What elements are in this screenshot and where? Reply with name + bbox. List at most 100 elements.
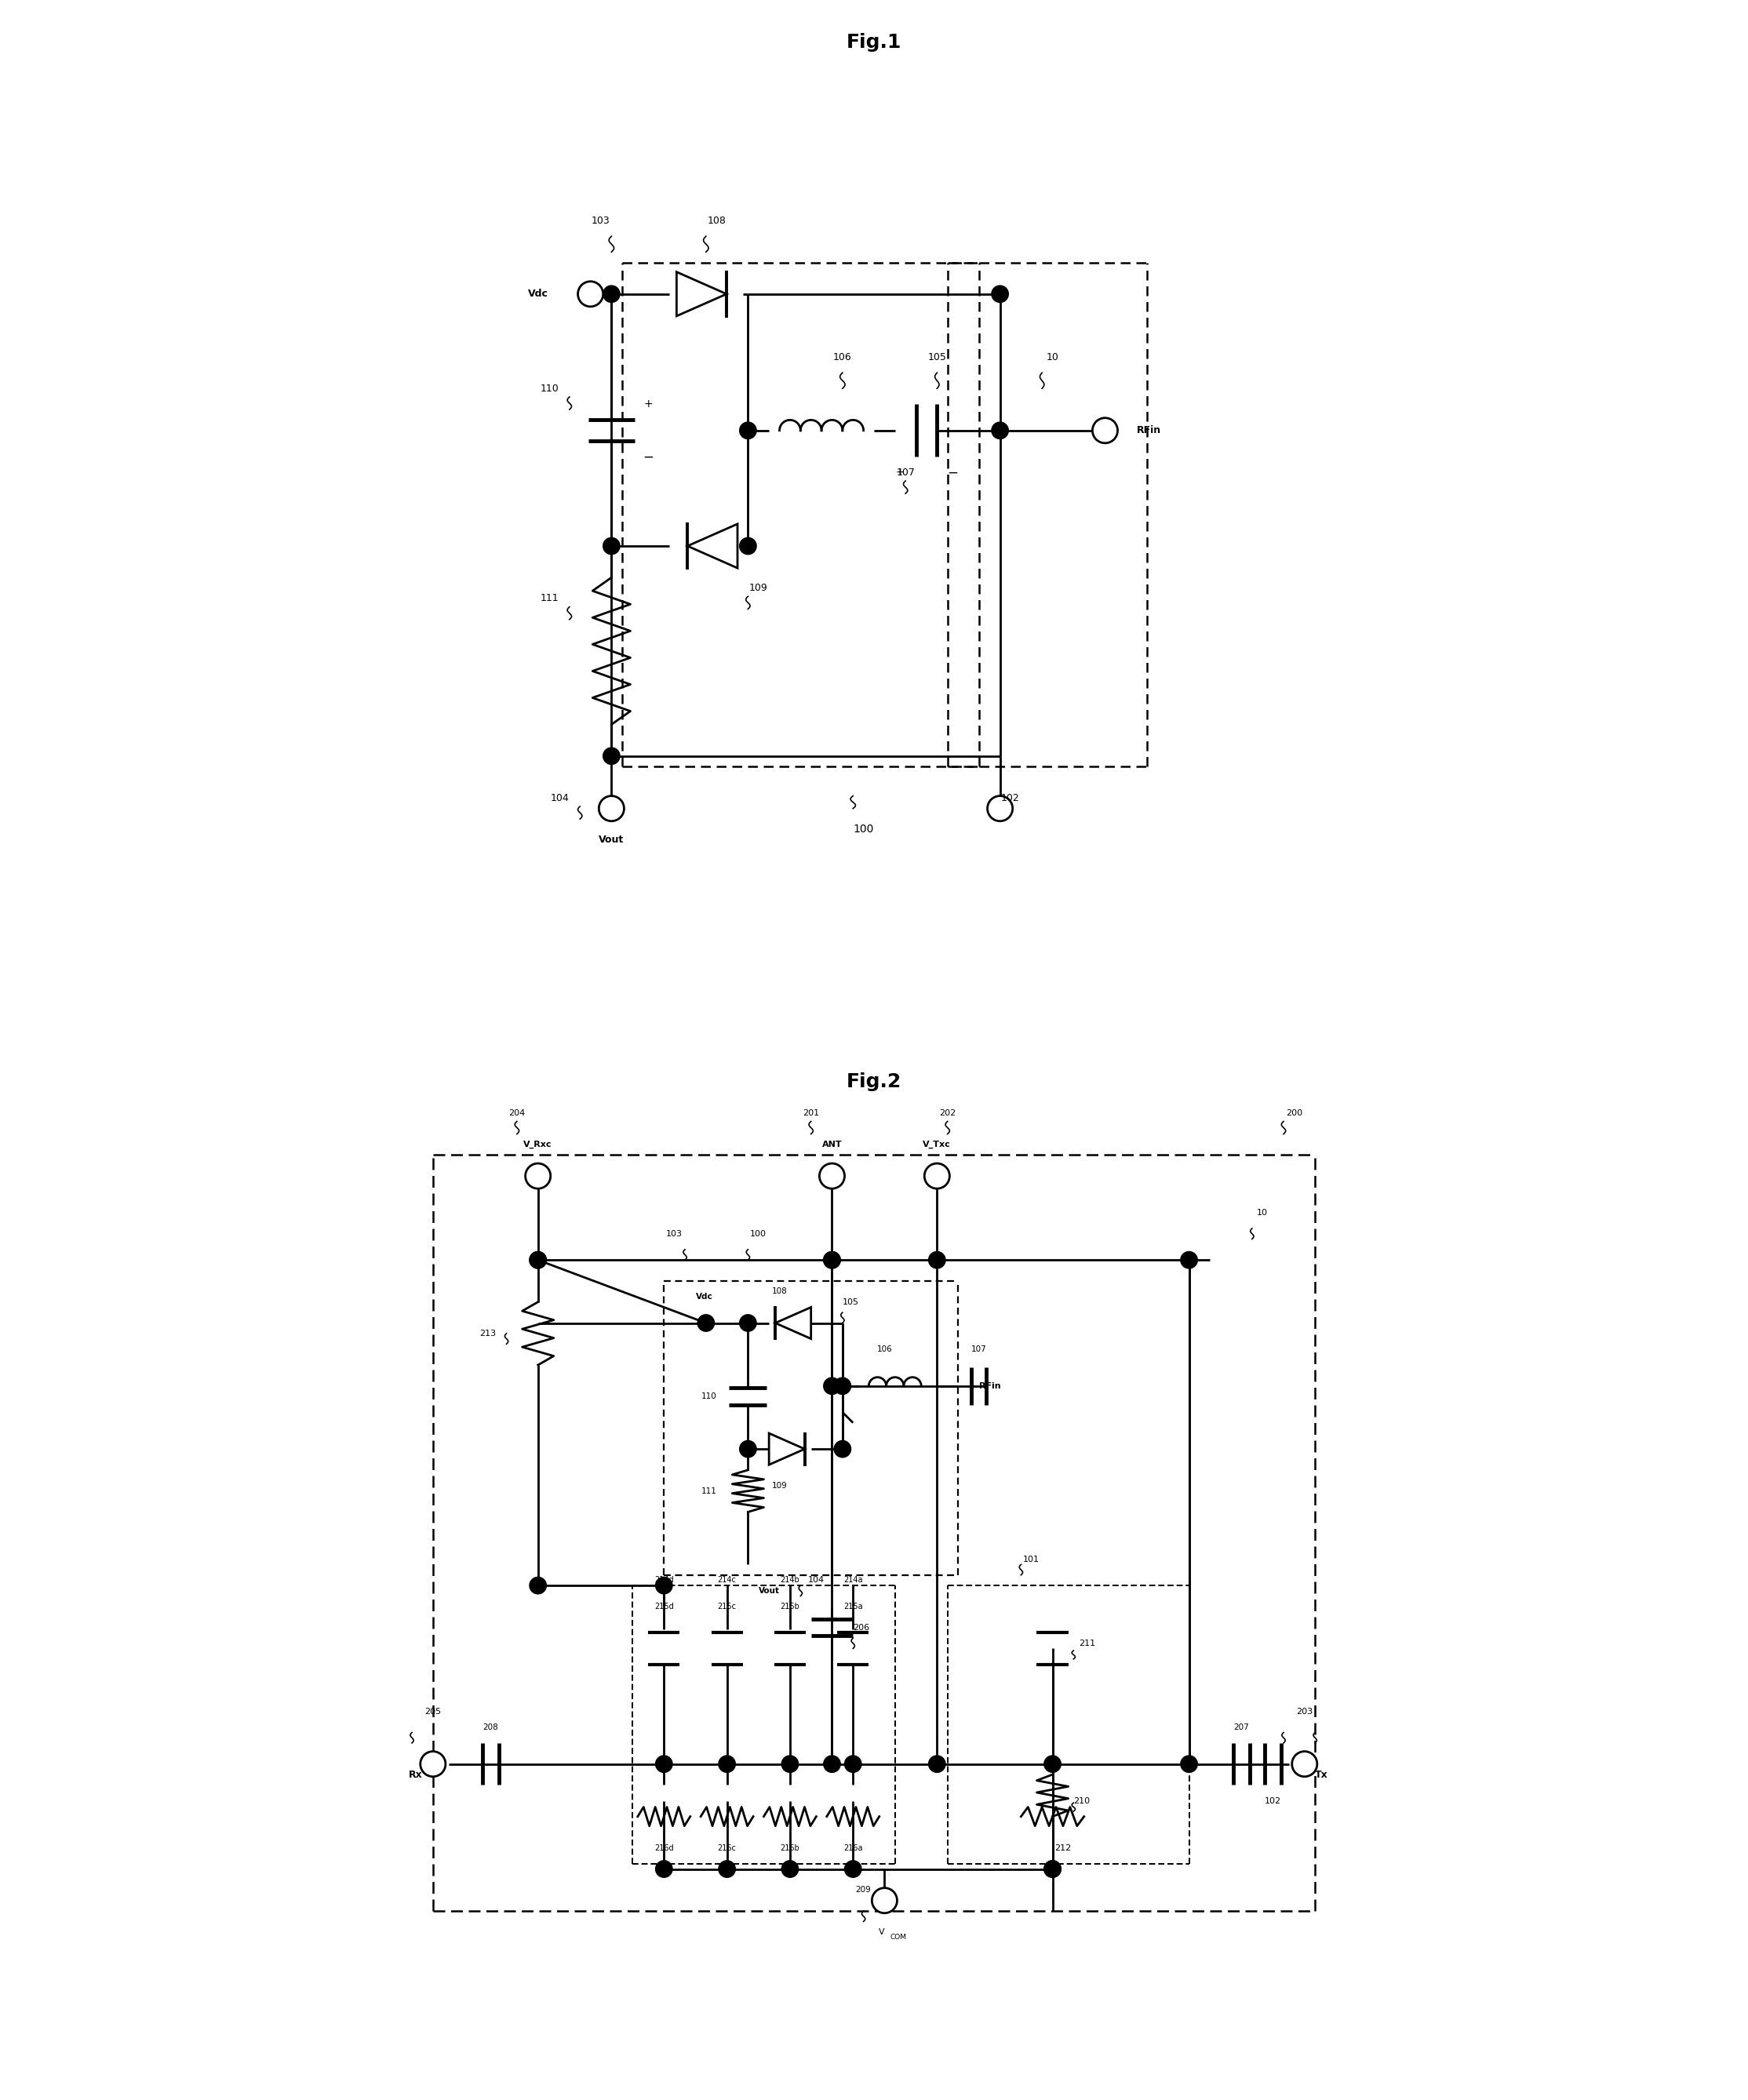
Text: 210: 210 bbox=[1073, 1798, 1091, 1804]
Text: Fig.1: Fig.1 bbox=[846, 34, 902, 50]
Text: 200: 200 bbox=[1287, 1109, 1302, 1117]
Text: 216d: 216d bbox=[654, 1844, 673, 1852]
Text: 214c: 214c bbox=[718, 1577, 736, 1583]
Circle shape bbox=[600, 796, 624, 821]
Text: 10: 10 bbox=[1047, 353, 1059, 361]
Circle shape bbox=[739, 1441, 757, 1457]
Text: 215a: 215a bbox=[843, 1602, 864, 1611]
Text: 206: 206 bbox=[853, 1623, 869, 1632]
Circle shape bbox=[823, 1252, 841, 1268]
Text: 205: 205 bbox=[425, 1707, 440, 1716]
Text: 110: 110 bbox=[701, 1392, 717, 1401]
Text: Vdc: Vdc bbox=[528, 290, 549, 298]
Text: 213: 213 bbox=[479, 1329, 496, 1338]
Circle shape bbox=[603, 286, 621, 302]
Text: Vout: Vout bbox=[600, 836, 624, 844]
Circle shape bbox=[656, 1577, 673, 1594]
Text: 215b: 215b bbox=[780, 1602, 801, 1611]
Circle shape bbox=[656, 1756, 673, 1772]
Text: 10: 10 bbox=[1257, 1210, 1267, 1216]
Text: RFin: RFin bbox=[1136, 426, 1161, 435]
Text: 204: 204 bbox=[509, 1109, 526, 1117]
Circle shape bbox=[1044, 1756, 1061, 1772]
Circle shape bbox=[718, 1861, 736, 1877]
Circle shape bbox=[697, 1315, 715, 1331]
Text: 107: 107 bbox=[897, 468, 914, 477]
Circle shape bbox=[739, 538, 757, 554]
Text: RFin: RFin bbox=[979, 1382, 1000, 1390]
Circle shape bbox=[925, 1163, 949, 1189]
Text: Vdc: Vdc bbox=[696, 1294, 713, 1300]
Circle shape bbox=[603, 538, 621, 554]
Circle shape bbox=[1044, 1861, 1061, 1877]
Text: 211: 211 bbox=[1079, 1640, 1096, 1646]
Text: 109: 109 bbox=[750, 584, 767, 592]
Circle shape bbox=[823, 1378, 841, 1394]
Text: 111: 111 bbox=[540, 594, 559, 603]
Text: 216b: 216b bbox=[780, 1844, 799, 1852]
Circle shape bbox=[1092, 418, 1117, 443]
Text: Rx: Rx bbox=[409, 1770, 423, 1779]
Text: COM: COM bbox=[890, 1934, 905, 1940]
Circle shape bbox=[844, 1756, 862, 1772]
Text: ANT: ANT bbox=[822, 1140, 843, 1149]
Circle shape bbox=[872, 1888, 897, 1913]
Circle shape bbox=[1180, 1756, 1197, 1772]
Text: 215c: 215c bbox=[718, 1602, 736, 1611]
Text: Tx: Tx bbox=[1314, 1770, 1328, 1779]
Circle shape bbox=[823, 1252, 841, 1268]
Circle shape bbox=[739, 422, 757, 439]
Circle shape bbox=[1292, 1751, 1318, 1777]
Text: Vout: Vout bbox=[759, 1588, 780, 1594]
Text: 214b: 214b bbox=[780, 1577, 799, 1583]
Circle shape bbox=[1180, 1252, 1197, 1268]
Text: 100: 100 bbox=[853, 823, 874, 836]
Text: 111: 111 bbox=[701, 1487, 717, 1495]
Text: 215d: 215d bbox=[654, 1602, 673, 1611]
Text: V_Rxc: V_Rxc bbox=[524, 1140, 552, 1149]
Text: 106: 106 bbox=[834, 353, 851, 361]
Text: 201: 201 bbox=[802, 1109, 820, 1117]
Text: +: + bbox=[643, 399, 652, 409]
Polygon shape bbox=[687, 525, 738, 567]
Text: 103: 103 bbox=[591, 216, 610, 225]
Text: 108: 108 bbox=[771, 1287, 787, 1296]
Circle shape bbox=[928, 1252, 946, 1268]
Circle shape bbox=[718, 1756, 736, 1772]
Text: −: − bbox=[643, 449, 654, 464]
Text: 101: 101 bbox=[1023, 1556, 1040, 1562]
Polygon shape bbox=[769, 1432, 804, 1466]
Text: −: − bbox=[947, 466, 958, 479]
Circle shape bbox=[656, 1861, 673, 1877]
Text: 109: 109 bbox=[771, 1483, 787, 1489]
Text: 102: 102 bbox=[1002, 794, 1019, 802]
Text: 209: 209 bbox=[857, 1886, 871, 1894]
Text: 104: 104 bbox=[551, 794, 570, 802]
Text: 202: 202 bbox=[939, 1109, 956, 1117]
Text: 108: 108 bbox=[708, 216, 725, 225]
Circle shape bbox=[420, 1751, 446, 1777]
Text: V: V bbox=[879, 1928, 884, 1936]
Text: 216c: 216c bbox=[718, 1844, 736, 1852]
Text: 214d: 214d bbox=[654, 1577, 673, 1583]
Circle shape bbox=[928, 1756, 946, 1772]
Circle shape bbox=[834, 1441, 851, 1457]
Circle shape bbox=[530, 1577, 547, 1594]
Circle shape bbox=[991, 422, 1009, 439]
Text: 105: 105 bbox=[928, 353, 946, 361]
Circle shape bbox=[579, 281, 603, 307]
Circle shape bbox=[739, 1315, 757, 1331]
Circle shape bbox=[823, 1756, 841, 1772]
Text: 208: 208 bbox=[482, 1724, 498, 1730]
Polygon shape bbox=[676, 271, 727, 315]
Circle shape bbox=[603, 748, 621, 764]
Text: 102: 102 bbox=[1266, 1798, 1281, 1804]
Circle shape bbox=[844, 1861, 862, 1877]
Text: 107: 107 bbox=[972, 1346, 988, 1352]
Text: Fig.2: Fig.2 bbox=[846, 1073, 902, 1090]
Text: 103: 103 bbox=[666, 1231, 683, 1237]
Circle shape bbox=[530, 1252, 547, 1268]
Text: 207: 207 bbox=[1234, 1724, 1250, 1730]
Circle shape bbox=[781, 1756, 799, 1772]
Text: 110: 110 bbox=[540, 384, 559, 393]
